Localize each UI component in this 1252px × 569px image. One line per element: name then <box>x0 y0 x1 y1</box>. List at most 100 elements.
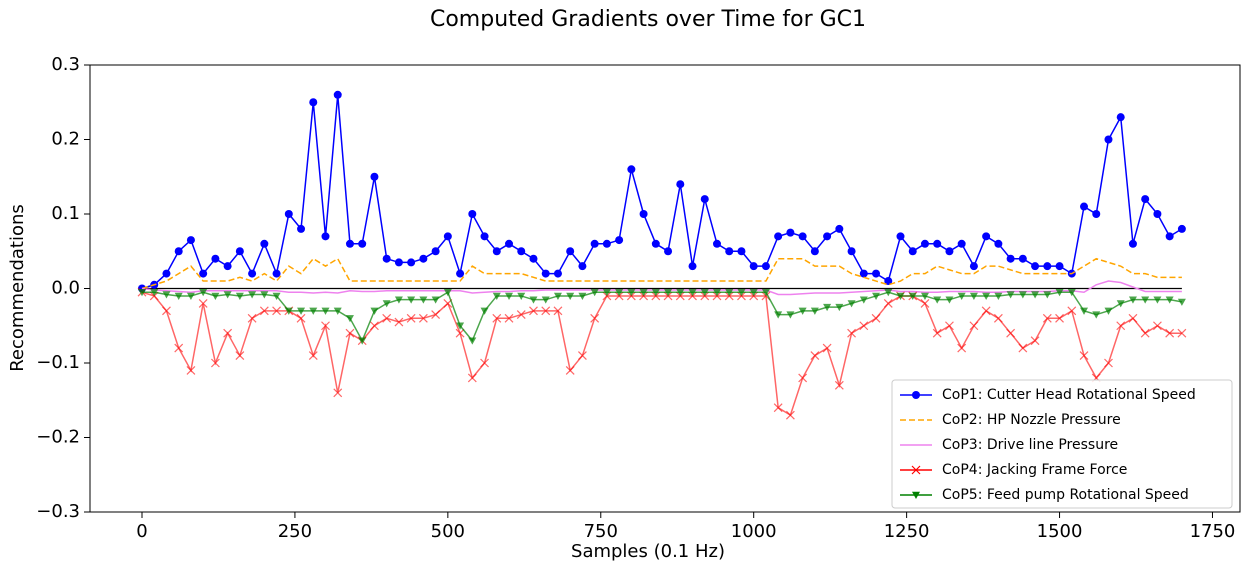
marker <box>676 289 685 297</box>
marker <box>688 262 697 271</box>
marker <box>908 292 917 300</box>
marker <box>260 291 269 299</box>
marker <box>333 307 342 315</box>
marker <box>248 291 257 299</box>
marker <box>1018 343 1028 353</box>
marker <box>651 239 660 248</box>
x-tick-label: 1500 <box>1037 521 1083 542</box>
y-tick-label: 0.0 <box>51 278 80 299</box>
marker <box>467 373 477 383</box>
marker <box>884 289 893 297</box>
marker <box>700 195 709 204</box>
marker <box>198 298 208 308</box>
marker <box>639 289 648 297</box>
plot-frame <box>89 64 1241 513</box>
marker <box>912 391 920 399</box>
marker <box>162 269 171 278</box>
marker <box>912 491 920 499</box>
marker <box>1141 195 1150 204</box>
marker <box>431 310 441 319</box>
marker <box>798 307 807 315</box>
marker <box>737 289 746 297</box>
marker <box>1104 307 1113 315</box>
marker <box>785 410 795 420</box>
marker <box>333 90 342 99</box>
marker <box>480 358 489 368</box>
marker <box>737 247 746 256</box>
marker <box>577 351 587 360</box>
y-tick-label: −0.3 <box>36 501 80 522</box>
marker <box>847 300 856 308</box>
marker <box>406 313 416 323</box>
marker <box>969 321 979 331</box>
marker <box>1006 254 1015 263</box>
legend-label: CoP5: Feed pump Rotational Speed <box>942 487 1189 503</box>
marker <box>407 258 416 267</box>
marker <box>260 239 269 248</box>
marker <box>933 296 942 304</box>
marker <box>602 239 611 248</box>
legend-label: CoP1: Cutter Head Rotational Speed <box>942 387 1196 403</box>
y-tick-label: 0.2 <box>51 129 80 150</box>
marker <box>822 343 832 353</box>
marker <box>676 180 685 189</box>
x-tick-label: 1750 <box>1190 521 1236 542</box>
marker <box>627 165 636 174</box>
marker <box>345 328 355 338</box>
marker <box>137 289 146 297</box>
marker <box>1141 296 1150 304</box>
marker <box>786 228 795 237</box>
marker <box>1128 296 1137 304</box>
marker <box>1153 296 1162 304</box>
marker <box>1177 224 1186 233</box>
marker <box>468 210 477 218</box>
marker <box>1043 262 1052 271</box>
marker <box>235 351 245 360</box>
marker <box>1043 291 1052 299</box>
marker <box>920 292 929 300</box>
marker <box>419 296 428 304</box>
x-tick-label: 250 <box>278 521 312 542</box>
marker <box>248 269 257 278</box>
marker <box>688 289 697 297</box>
marker <box>1079 351 1089 360</box>
marker <box>810 351 820 360</box>
marker <box>455 328 465 338</box>
marker <box>309 307 318 315</box>
marker <box>749 289 758 297</box>
marker <box>993 313 1003 323</box>
marker <box>186 366 196 375</box>
marker <box>578 262 587 271</box>
marker <box>871 313 881 323</box>
marker <box>884 277 893 286</box>
marker <box>1153 210 1162 218</box>
marker <box>272 269 281 278</box>
marker <box>835 224 844 233</box>
marker <box>578 292 587 300</box>
marker <box>345 315 354 323</box>
y-axis-label: Recommendations <box>7 204 28 372</box>
marker <box>529 254 538 263</box>
marker <box>957 239 966 248</box>
marker <box>517 247 526 256</box>
marker <box>174 247 183 256</box>
marker <box>1092 210 1101 218</box>
marker <box>798 373 808 383</box>
marker <box>615 289 624 297</box>
marker <box>505 239 514 248</box>
marker <box>358 337 367 345</box>
marker <box>407 296 416 304</box>
marker <box>370 172 379 181</box>
marker <box>566 247 575 256</box>
marker <box>1128 313 1138 323</box>
marker <box>418 313 428 323</box>
marker <box>516 310 526 319</box>
marker <box>284 210 293 218</box>
marker <box>810 247 819 256</box>
marker <box>456 269 465 278</box>
marker <box>370 307 379 315</box>
marker <box>394 317 404 327</box>
marker <box>492 313 502 323</box>
y-tick-label: 0.1 <box>51 203 80 224</box>
